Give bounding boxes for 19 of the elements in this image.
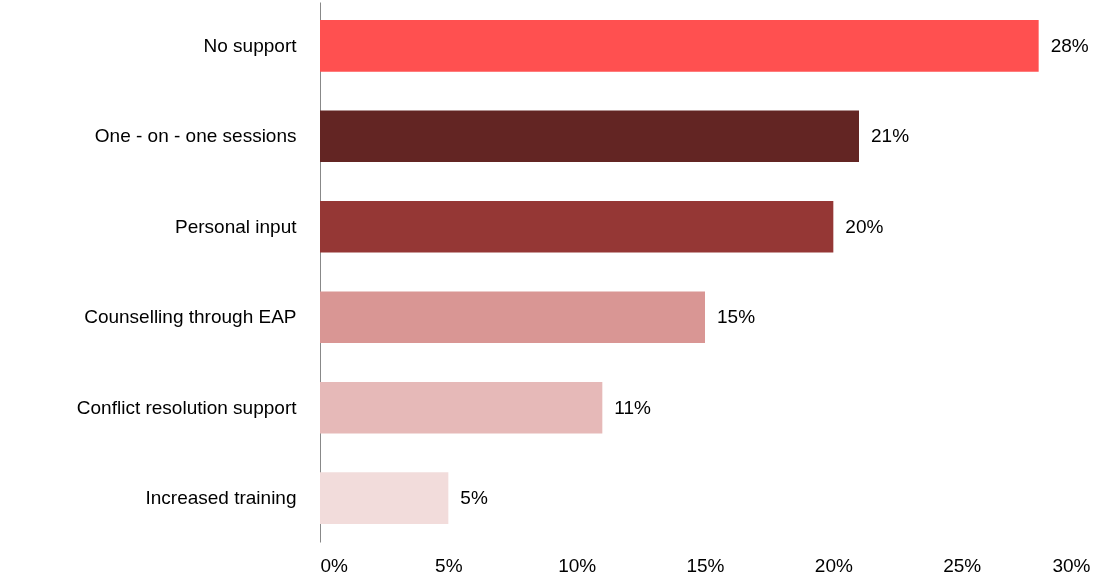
data-label: 20%: [845, 215, 884, 237]
data-label: 15%: [717, 306, 756, 328]
y-tick-label: No support: [203, 34, 298, 56]
data-label: 28%: [1050, 34, 1089, 56]
y-tick-label: Conflict resolution support: [76, 396, 298, 418]
data-label: 5%: [460, 487, 488, 509]
x-tick-label: 5%: [435, 554, 463, 576]
y-tick-label: Personal input: [175, 215, 298, 237]
x-tick-label: 25%: [943, 554, 982, 576]
y-tick-label: Counselling through EAP: [84, 306, 297, 328]
x-tick-label: 15%: [686, 554, 725, 576]
y-tick-label: One - on - one sessions: [94, 125, 297, 147]
x-tick-label: 20%: [814, 554, 853, 576]
data-label: 21%: [871, 125, 910, 147]
x-tick-label: 30%: [1052, 554, 1091, 576]
y-tick-label: Increased training: [145, 487, 297, 509]
data-label: 11%: [614, 396, 652, 418]
x-tick-label: 10%: [558, 554, 597, 576]
x-tick-label: 0%: [320, 554, 349, 576]
